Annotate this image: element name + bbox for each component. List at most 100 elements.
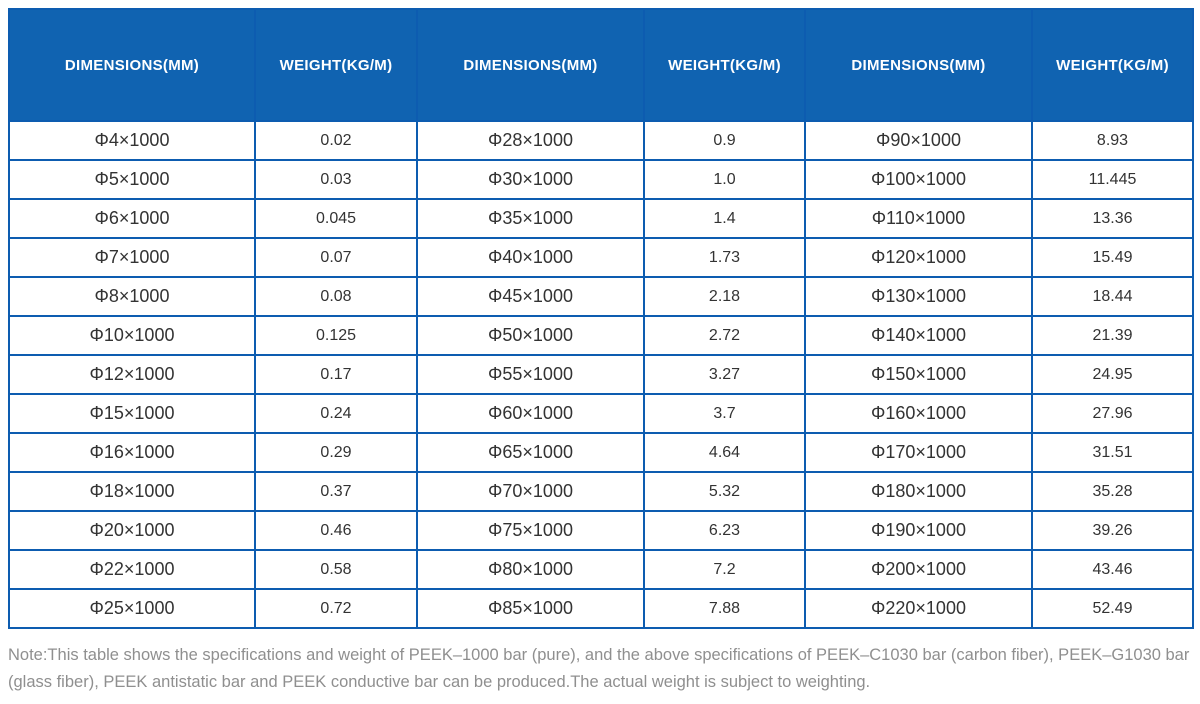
dimension-cell: Φ75×1000 [416,510,645,551]
dimension-cell: Φ55×1000 [416,354,645,395]
weight-cell: 11.445 [1031,159,1194,200]
dimension-cell: Φ130×1000 [804,276,1033,317]
weight-cell: 24.95 [1031,354,1194,395]
weight-cell: 3.7 [643,393,806,434]
weight-cell: 6.23 [643,510,806,551]
weight-cell: 0.02 [254,120,418,161]
table-row: Φ18×1000 0.37 Φ70×1000 5.32 Φ180×1000 35.28 [8,471,1194,512]
weight-cell: 2.72 [643,315,806,356]
dimension-cell: Φ220×1000 [804,588,1033,629]
dimension-cell: Φ8×1000 [8,276,256,317]
weight-cell: 1.0 [643,159,806,200]
weight-cell: 35.28 [1031,471,1194,512]
dimension-cell: Φ190×1000 [804,510,1033,551]
weight-cell: 4.64 [643,432,806,473]
weight-cell: 0.29 [254,432,418,473]
weight-cell: 3.27 [643,354,806,395]
dimension-cell: Φ30×1000 [416,159,645,200]
dimension-cell: Φ70×1000 [416,471,645,512]
dimension-cell: Φ7×1000 [8,237,256,278]
dimension-cell: Φ200×1000 [804,549,1033,590]
header-cell-weight-3: WEIGHT(KG/M) [1031,8,1194,122]
weight-cell: 7.88 [643,588,806,629]
dimension-cell: Φ160×1000 [804,393,1033,434]
weight-cell: 0.24 [254,393,418,434]
table-row: Φ8×1000 0.08 Φ45×1000 2.18 Φ130×1000 18.44 [8,276,1194,317]
dimension-cell: Φ20×1000 [8,510,256,551]
dimension-cell: Φ65×1000 [416,432,645,473]
dimension-cell: Φ35×1000 [416,198,645,239]
table-row: Φ12×1000 0.17 Φ55×1000 3.27 Φ150×1000 24.95 [8,354,1194,395]
header-cell-weight-1: WEIGHT(KG/M) [254,8,418,122]
table-row: Φ22×1000 0.58 Φ80×1000 7.2 Φ200×1000 43.46 [8,549,1194,590]
weight-cell: 0.07 [254,237,418,278]
weight-cell: 0.9 [643,120,806,161]
header-cell-weight-2: WEIGHT(KG/M) [643,8,806,122]
spec-table: DIMENSIONS(MM) WEIGHT(KG/M) DIMENSIONS(M… [8,8,1194,629]
weight-cell: 43.46 [1031,549,1194,590]
weight-cell: 18.44 [1031,276,1194,317]
dimension-cell: Φ45×1000 [416,276,645,317]
weight-cell: 1.73 [643,237,806,278]
table-row: Φ7×1000 0.07 Φ40×1000 1.73 Φ120×1000 15.49 [8,237,1194,278]
weight-cell: 0.72 [254,588,418,629]
spec-table-body: Φ4×1000 0.02 Φ28×1000 0.9 Φ90×1000 8.93 Φ5×100… [8,120,1194,629]
dimension-cell: Φ170×1000 [804,432,1033,473]
dimension-cell: Φ10×1000 [8,315,256,356]
weight-cell: 1.4 [643,198,806,239]
dimension-cell: Φ140×1000 [804,315,1033,356]
dimension-cell: Φ12×1000 [8,354,256,395]
weight-cell: 52.49 [1031,588,1194,629]
dimension-cell: Φ4×1000 [8,120,256,161]
weight-cell: 7.2 [643,549,806,590]
note-text: Note:This table shows the specifications… [8,646,1190,691]
header-cell-dimensions-2: DIMENSIONS(MM) [416,8,645,122]
weight-cell: 0.58 [254,549,418,590]
weight-cell: 5.32 [643,471,806,512]
dimension-cell: Φ60×1000 [416,393,645,434]
dimension-cell: Φ22×1000 [8,549,256,590]
dimension-cell: Φ110×1000 [804,198,1033,239]
dimension-cell: Φ6×1000 [8,198,256,239]
table-header-row: DIMENSIONS(MM) WEIGHT(KG/M) DIMENSIONS(M… [8,8,1194,122]
dimension-cell: Φ50×1000 [416,315,645,356]
dimension-cell: Φ120×1000 [804,237,1033,278]
table-row: Φ5×1000 0.03 Φ30×1000 1.0 Φ100×1000 11.445 [8,159,1194,200]
table-row: Φ25×1000 0.72 Φ85×1000 7.88 Φ220×1000 52.49 [8,588,1194,629]
dimension-cell: Φ15×1000 [8,393,256,434]
weight-cell: 0.37 [254,471,418,512]
dimension-cell: Φ85×1000 [416,588,645,629]
table-row: Φ6×1000 0.045 Φ35×1000 1.4 Φ110×1000 13.36 [8,198,1194,239]
dimension-cell: Φ18×1000 [8,471,256,512]
weight-cell: 13.36 [1031,198,1194,239]
weight-cell: 0.125 [254,315,418,356]
table-row: Φ10×1000 0.125 Φ50×1000 2.72 Φ140×1000 21.39 [8,315,1194,356]
weight-cell: 15.49 [1031,237,1194,278]
dimension-cell: Φ150×1000 [804,354,1033,395]
header-cell-dimensions-3: DIMENSIONS(MM) [804,8,1033,122]
dimension-cell: Φ90×1000 [804,120,1033,161]
dimension-cell: Φ40×1000 [416,237,645,278]
table-row: Φ15×1000 0.24 Φ60×1000 3.7 Φ160×1000 27.96 [8,393,1194,434]
dimension-cell: Φ16×1000 [8,432,256,473]
weight-cell: 0.17 [254,354,418,395]
weight-cell: 31.51 [1031,432,1194,473]
weight-cell: 27.96 [1031,393,1194,434]
weight-cell: 0.03 [254,159,418,200]
weight-cell: 21.39 [1031,315,1194,356]
weight-cell: 2.18 [643,276,806,317]
table-row: Φ16×1000 0.29 Φ65×1000 4.64 Φ170×1000 31.51 [8,432,1194,473]
weight-cell: 0.045 [254,198,418,239]
weight-cell: 39.26 [1031,510,1194,551]
weight-cell: 0.08 [254,276,418,317]
dimension-cell: Φ5×1000 [8,159,256,200]
table-row: Φ20×1000 0.46 Φ75×1000 6.23 Φ190×1000 39.26 [8,510,1194,551]
dimension-cell: Φ80×1000 [416,549,645,590]
dimension-cell: Φ180×1000 [804,471,1033,512]
header-cell-dimensions-1: DIMENSIONS(MM) [8,8,256,122]
dimension-cell: Φ100×1000 [804,159,1033,200]
dimension-cell: Φ28×1000 [416,120,645,161]
weight-cell: 0.46 [254,510,418,551]
dimension-cell: Φ25×1000 [8,588,256,629]
